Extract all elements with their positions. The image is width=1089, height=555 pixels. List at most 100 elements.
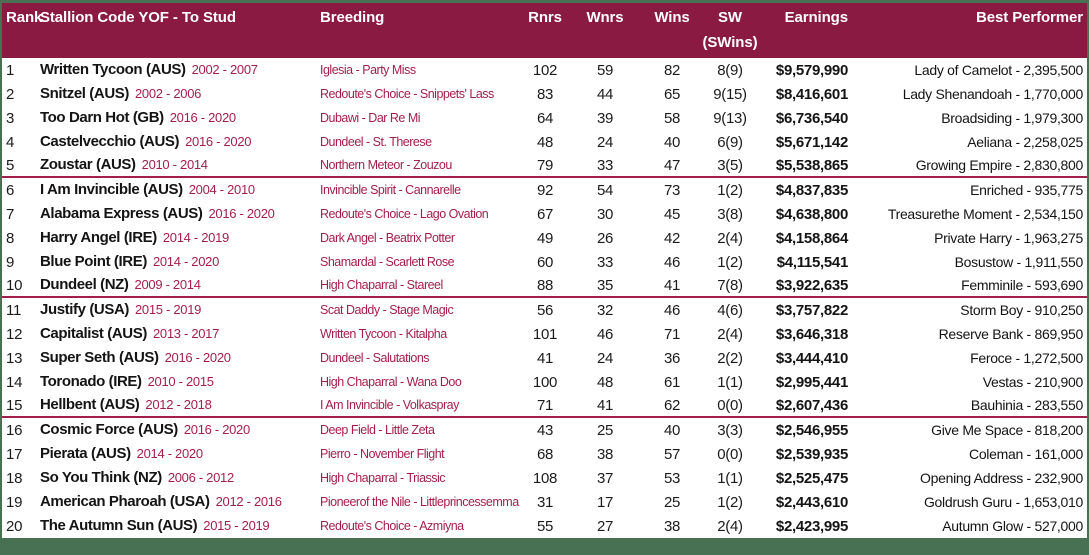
wins-cell: 45 — [663, 205, 681, 223]
stallion-name: Hellbent (AUS) — [40, 396, 140, 413]
rank-cell: 15 — [6, 396, 23, 414]
earnings-cell: $4,158,864 — [775, 229, 848, 247]
header-sw-line1: SW — [718, 9, 742, 26]
rnrs-cell: 108 — [532, 469, 558, 487]
earnings-cell: $4,638,800 — [775, 205, 848, 223]
stallion-cell: So You Think (NZ) 2006 - 2012 — [40, 469, 320, 487]
table-row: 9 Blue Point (IRE) 2014 - 2020 Shamardal … — [2, 250, 1087, 274]
breeding-cell: I Am Invincible - Volkaspray — [320, 398, 459, 412]
stallion-years: 2015 - 2019 — [134, 302, 202, 317]
breeding-cell: Dundeel - St. Therese — [320, 135, 432, 149]
best-performer-cell: Reserve Bank - 869,950 — [938, 326, 1084, 342]
stallion-name: Too Darn Hot (GB) — [40, 109, 164, 126]
best-performer-cell: Aeliana - 2,258,025 — [967, 134, 1083, 150]
rnrs-cell: 102 — [532, 61, 558, 79]
stallion-years: 2010 - 2015 — [147, 374, 214, 389]
rank-cell: 5 — [6, 156, 15, 174]
header-stallion: Stallion Code YOF - To Stud — [40, 9, 236, 26]
best-performer-cell: Goldrush Guru - 1,653,010 — [923, 494, 1083, 510]
earnings-cell: $2,607,436 — [775, 396, 848, 414]
breeding-cell: Shamardal - Scarlett Rose — [320, 255, 455, 269]
stallion-name: Capitalist (AUS) — [40, 325, 147, 342]
wnrs-cell: 24 — [596, 133, 614, 151]
stallion-cell: Written Tycoon (AUS) 2002 - 2007 — [40, 61, 320, 79]
table-row: 5 Zoustar (AUS) 2010 - 2014 Northern Mete… — [2, 154, 1087, 178]
sw-cell: 1(2) — [717, 181, 743, 199]
rnrs-cell: 56 — [536, 301, 554, 319]
stallion-years: 2006 - 2012 — [167, 470, 234, 485]
stallion-years: 2016 - 2020 — [208, 206, 275, 221]
table-row: 13 Super Seth (AUS) 2016 - 2020 Dundeel -… — [2, 346, 1087, 370]
table-body: 1 Written Tycoon (AUS) 2002 - 2007 Iglesi… — [2, 58, 1087, 538]
table-row: 8 Harry Angel (IRE) 2014 - 2019 Dark Ange… — [2, 226, 1087, 250]
sw-cell: 2(4) — [717, 517, 743, 535]
breeding-cell: Pierro - November Flight — [320, 447, 445, 461]
wins-cell: 82 — [663, 61, 681, 79]
best-performer-cell: Growing Empire - 2,830,800 — [915, 157, 1084, 173]
breeding-cell: Scat Daddy - Stage Magic — [320, 303, 454, 317]
breeding-cell: Invincible Spirit - Cannarelle — [320, 183, 461, 197]
breeding-cell: Dark Angel - Beatrix Potter — [320, 231, 455, 245]
rnrs-cell: 55 — [536, 517, 554, 535]
rank-cell: 18 — [6, 469, 23, 487]
rnrs-cell: 71 — [536, 396, 554, 414]
wins-cell: 42 — [663, 229, 681, 247]
rank-cell: 19 — [6, 493, 23, 511]
rank-cell: 7 — [6, 205, 15, 223]
rnrs-cell: 79 — [536, 156, 554, 174]
wnrs-cell: 33 — [596, 253, 614, 271]
stallion-cell: Snitzel (AUS) 2002 - 2006 — [40, 85, 320, 103]
stallion-cell: Hellbent (AUS) 2012 - 2018 — [40, 396, 320, 414]
stallion-years: 2015 - 2019 — [203, 518, 270, 533]
rank-cell: 10 — [6, 276, 23, 294]
stallion-cell: Toronado (IRE) 2010 - 2015 — [40, 373, 320, 391]
table-row: 4 Castelvecchio (AUS) 2016 - 2020 Dundeel… — [2, 130, 1087, 154]
stallion-name: I Am Invincible (AUS) — [40, 181, 183, 198]
earnings-cell: $6,736,540 — [775, 109, 848, 127]
wnrs-cell: 33 — [596, 156, 614, 174]
breeding-cell: Written Tycoon - Kitalpha — [320, 327, 447, 341]
breeding-cell: Northern Meteor - Zouzou — [320, 158, 452, 172]
sw-cell: 7(8) — [717, 276, 743, 294]
earnings-cell: $2,546,955 — [775, 421, 848, 439]
earnings-cell: $3,444,410 — [775, 349, 848, 367]
stallion-years: 2010 - 2014 — [141, 157, 208, 172]
stallion-name: So You Think (NZ) — [40, 469, 162, 486]
sw-cell: 3(3) — [717, 421, 743, 439]
wins-cell: 71 — [663, 325, 681, 343]
best-performer-cell: Treasurethe Moment - 2,534,150 — [887, 206, 1083, 222]
rank-cell: 16 — [6, 421, 23, 439]
best-performer-cell: Femminile - 593,690 — [961, 277, 1083, 293]
best-performer-cell: Enriched - 935,775 — [970, 182, 1083, 198]
wnrs-cell: 59 — [596, 61, 614, 79]
stallion-years: 2012 - 2016 — [215, 494, 282, 509]
stallion-years: 2014 - 2019 — [162, 230, 229, 245]
breeding-cell: Iglesia - Party Miss — [320, 63, 416, 77]
best-performer-cell: Storm Boy - 910,250 — [960, 302, 1083, 318]
stallion-cell: Too Darn Hot (GB) 2016 - 2020 — [40, 109, 320, 127]
table-row: 15 Hellbent (AUS) 2012 - 2018 I Am Invinc… — [2, 394, 1087, 418]
earnings-cell: $4,837,835 — [775, 181, 848, 199]
sw-cell: 2(4) — [717, 325, 743, 343]
breeding-cell: High Chaparral - Wana Doo — [320, 375, 462, 389]
rank-cell: 12 — [6, 325, 23, 343]
earnings-cell: $2,423,995 — [775, 517, 848, 535]
sw-cell: 0(0) — [717, 396, 743, 414]
earnings-cell: $2,525,475 — [775, 469, 848, 487]
best-performer-cell: Broadsiding - 1,979,300 — [941, 110, 1083, 126]
table-header-row: Rank Stallion Code YOF - To Stud Breedin… — [2, 3, 1087, 58]
stallion-cell: I Am Invincible (AUS) 2004 - 2010 — [40, 181, 320, 199]
rnrs-cell: 60 — [536, 253, 554, 271]
table-row: 6 I Am Invincible (AUS) 2004 - 2010 Invin… — [2, 178, 1087, 202]
table-row: 20 The Autumn Sun (AUS) 2015 - 2019 Redou… — [2, 514, 1087, 538]
rnrs-cell: 92 — [536, 181, 554, 199]
rnrs-cell: 101 — [532, 325, 558, 343]
table-row: 7 Alabama Express (AUS) 2016 - 2020 Redou… — [2, 202, 1087, 226]
breeding-cell: High Chaparral - Stareel — [320, 278, 443, 292]
breeding-cell: High Chaparral - Triassic — [320, 471, 446, 485]
earnings-cell: $4,115,541 — [776, 253, 849, 271]
breeding-cell: Dundeel - Salutations — [320, 351, 430, 365]
stallion-cell: Justify (USA) 2015 - 2019 — [40, 301, 320, 319]
stallion-cell: The Autumn Sun (AUS) 2015 - 2019 — [40, 517, 320, 535]
